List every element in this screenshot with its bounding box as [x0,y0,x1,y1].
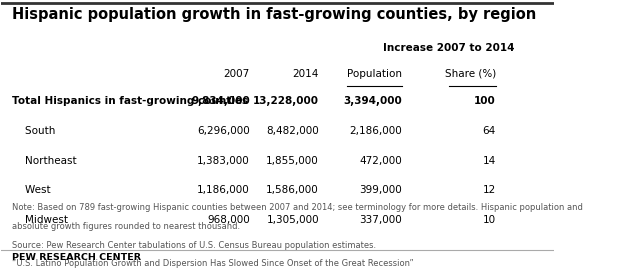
Text: 12: 12 [483,185,496,195]
Text: 13,228,000: 13,228,000 [253,96,319,106]
Text: Hispanic population growth in fast-growing counties, by region: Hispanic population growth in fast-growi… [12,6,537,22]
Text: 3,394,000: 3,394,000 [343,96,402,106]
Text: 2,186,000: 2,186,000 [349,126,402,136]
Text: 337,000: 337,000 [359,215,402,225]
Text: 399,000: 399,000 [359,185,402,195]
Text: 1,186,000: 1,186,000 [197,185,250,195]
Text: Share (%): Share (%) [445,69,496,79]
Text: 472,000: 472,000 [359,156,402,166]
Text: Population: Population [347,69,402,79]
Text: Total Hispanics in fast-growing counties: Total Hispanics in fast-growing counties [12,96,248,106]
Text: 1,305,000: 1,305,000 [266,215,319,225]
Text: 9,834,000: 9,834,000 [191,96,250,106]
Text: 64: 64 [483,126,496,136]
Text: Increase 2007 to 2014: Increase 2007 to 2014 [383,43,515,53]
Text: West: West [12,185,51,195]
Text: “U.S. Latino Population Growth and Dispersion Has Slowed Since Onset of the Grea: “U.S. Latino Population Growth and Dispe… [12,259,414,268]
Text: 1,855,000: 1,855,000 [266,156,319,166]
Text: 14: 14 [483,156,496,166]
Text: South: South [12,126,56,136]
Text: 100: 100 [474,96,496,106]
Text: Source: Pew Research Center tabulations of U.S. Census Bureau population estimat: Source: Pew Research Center tabulations … [12,241,376,250]
Text: Northeast: Northeast [12,156,77,166]
Text: 2014: 2014 [292,69,319,79]
Text: PEW RESEARCH CENTER: PEW RESEARCH CENTER [12,253,141,262]
Text: 6,296,000: 6,296,000 [197,126,250,136]
Text: absolute growth figures rounded to nearest thousand.: absolute growth figures rounded to neare… [12,222,241,231]
Text: 8,482,000: 8,482,000 [266,126,319,136]
Text: 2007: 2007 [224,69,250,79]
Text: 10: 10 [483,215,496,225]
Text: Midwest: Midwest [12,215,68,225]
Text: 1,383,000: 1,383,000 [197,156,250,166]
Text: 968,000: 968,000 [207,215,250,225]
Text: 1,586,000: 1,586,000 [266,185,319,195]
Text: Note: Based on 789 fast-growing Hispanic counties between 2007 and 2014; see ter: Note: Based on 789 fast-growing Hispanic… [12,204,583,212]
